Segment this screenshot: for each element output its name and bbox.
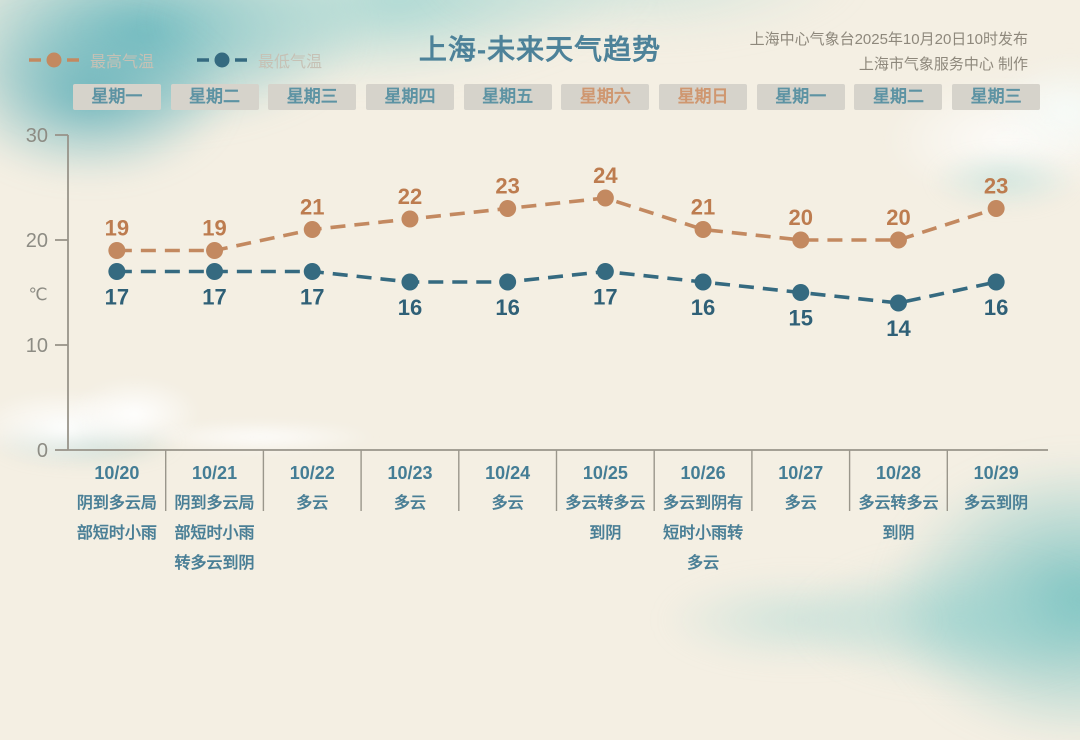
y-axis-unit: ℃: [28, 285, 47, 304]
high-temp-value: 20: [789, 205, 813, 230]
forecast-column: 10/29 多云到阴: [947, 451, 1045, 579]
forecast-weather-text: 阴到多云局部短时小雨转多云到阴: [174, 495, 255, 572]
weekday-cell: 星期一: [752, 84, 850, 110]
low-temp-value: 17: [300, 285, 324, 310]
weekday-button[interactable]: 星期日: [659, 84, 748, 110]
forecast-column: 10/24 多云: [459, 451, 557, 579]
forecast-date: 10/20: [94, 463, 140, 483]
forecast-date: 10/28: [875, 463, 921, 483]
forecast-column: 10/20 阴到多云局部短时小雨: [68, 451, 166, 579]
forecast-table: 10/20 阴到多云局部短时小雨 10/21 阴到多云局部短时小雨转多云到阴 10/22…: [68, 451, 1045, 579]
high-temp-point: [987, 200, 1005, 217]
forecast-weather-text: 多云到阴: [964, 495, 1029, 512]
low-temp-value: 16: [691, 295, 715, 320]
low-temp-line: [116, 269, 997, 305]
forecast-column: 10/27 多云: [752, 451, 850, 579]
low-temp-point: [596, 263, 614, 280]
forecast-date: 10/22: [289, 463, 335, 483]
high-temp-value: 23: [984, 174, 1008, 199]
forecast-weather-text: 多云: [393, 495, 426, 512]
weekday-button[interactable]: 星期一: [756, 84, 845, 110]
low-temp-value: 16: [984, 295, 1008, 320]
forecast-column: 10/21 阴到多云局部短时小雨转多云到阴: [166, 451, 264, 579]
forecast-weather-text: 多云: [491, 495, 524, 512]
low-temp-value: 17: [202, 285, 226, 310]
high-temp-point: [206, 242, 224, 259]
low-temp-point: [401, 273, 419, 291]
low-temp-value: 16: [398, 295, 422, 320]
low-temp-point: [108, 263, 126, 280]
forecast-date: 10/26: [680, 463, 726, 483]
forecast-weather-text: 多云: [296, 495, 329, 512]
forecast-weather-text: 多云转多云到阴: [565, 495, 646, 542]
forecast-weather-text: 多云转多云到阴: [858, 495, 939, 542]
high-temp-line: [116, 196, 997, 253]
y-tick-label: 30: [26, 125, 48, 147]
high-temp-point: [499, 200, 517, 217]
high-temp-value: 21: [300, 195, 324, 220]
low-temp-point: [206, 263, 224, 280]
low-temp-value: 14: [886, 316, 911, 341]
forecast-column: 10/28 多云转多云到阴: [850, 451, 948, 579]
low-temp-value: 17: [593, 285, 617, 310]
forecast-date: 10/29: [973, 463, 1019, 483]
low-temp-value: 17: [105, 285, 129, 310]
low-temp-value: 16: [495, 295, 519, 320]
forecast-date: 10/24: [485, 463, 531, 483]
y-tick-label: 0: [37, 440, 48, 462]
low-temp-point: [694, 273, 712, 291]
low-temp-value: 15: [789, 306, 813, 331]
low-temp-point: [987, 273, 1005, 291]
high-temp-point: [694, 221, 712, 238]
forecast-date: 10/21: [192, 463, 238, 483]
forecast-date: 10/25: [582, 463, 628, 483]
high-temp-point: [401, 210, 419, 228]
forecast-date: 10/23: [387, 463, 433, 483]
weekday-cell: 星期日: [654, 84, 752, 110]
high-temp-value: 19: [202, 216, 226, 241]
low-temp-point: [303, 263, 321, 280]
source-line-producer: 上海市气象服务中心 制作: [858, 56, 1028, 73]
high-temp-point: [889, 231, 907, 249]
forecast-column: 10/22 多云: [263, 451, 361, 579]
high-temp-value: 19: [105, 216, 129, 241]
high-temp-point: [792, 231, 810, 249]
high-temp-point: [303, 221, 321, 238]
forecast-date: 10/27: [778, 463, 824, 483]
high-temp-value: 21: [691, 195, 715, 220]
high-temp-point: [596, 189, 614, 207]
weather-trend-chart: 0 10 20 30 ℃ 19 19 21 22 23 24 21 20 20 23 17 17 17 16 16 17…: [26, 125, 1048, 511]
forecast-column: 10/25 多云转多云到阴: [557, 451, 655, 579]
high-temp-value: 20: [886, 205, 910, 230]
forecast-column: 10/26 多云到阴有短时小雨转多云: [654, 451, 752, 579]
low-temp-point: [792, 284, 810, 301]
forecast-weather-text: 多云: [784, 495, 817, 512]
forecast-weather-text: 阴到多云局部短时小雨: [76, 495, 157, 542]
low-temp-point: [889, 294, 907, 312]
high-temp-value: 23: [495, 174, 519, 199]
low-temp-point: [499, 273, 517, 291]
y-tick-label: 10: [26, 335, 48, 357]
high-temp-value: 22: [398, 184, 422, 209]
forecast-weather-text: 多云到阴有短时小雨转多云: [663, 495, 744, 572]
y-tick-label: 20: [26, 230, 48, 252]
forecast-column: 10/23 多云: [361, 451, 459, 579]
high-temp-value: 24: [593, 163, 618, 188]
high-temp-point: [108, 242, 126, 259]
